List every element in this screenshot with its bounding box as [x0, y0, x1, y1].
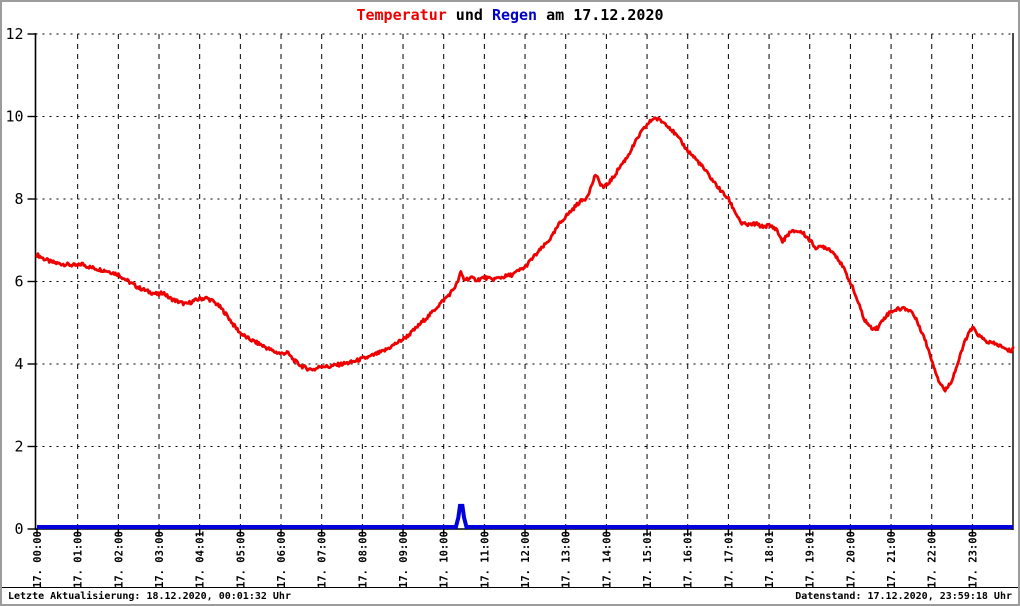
- title-date: am 17.12.2020: [537, 6, 664, 24]
- x-tick-label: 17. 10:00: [439, 531, 451, 588]
- chart-canvas: 0 2 4 6 8 10 12 17. 00:00 17. 01:00 17. 02:00 17. …: [5, 25, 1015, 588]
- x-tick-label: 17. 08:00: [357, 531, 369, 588]
- x-tick-label: 17. 11:00: [479, 531, 491, 588]
- x-tick-label: 17. 19:01: [805, 531, 817, 588]
- y-tick-label: 12: [5, 25, 23, 43]
- footer-bar: Letzte Aktualisierung: 18.12.2020, 00:01…: [2, 587, 1018, 604]
- x-tick-label: 17. 02:00: [113, 531, 125, 588]
- x-tick-label: 17. 00:00: [32, 531, 44, 588]
- x-tick-label: 17. 20:00: [845, 531, 857, 588]
- footer-last-update: Letzte Aktualisierung: 18.12.2020, 00:01…: [8, 591, 291, 602]
- x-tick-label: 17. 16:01: [683, 531, 695, 588]
- y-tick-label: 0: [14, 520, 23, 538]
- x-tick-label: 17. 04:01: [195, 531, 207, 588]
- y-tick-label: 2: [14, 438, 23, 456]
- y-tick-label: 8: [14, 190, 23, 208]
- x-tick-label: 17. 03:00: [154, 531, 166, 588]
- x-tick-label: 17. 01:00: [73, 531, 85, 588]
- y-tick-label: 6: [14, 273, 23, 291]
- x-tick-label: 17. 06:00: [276, 531, 288, 588]
- y-tick-label: 4: [14, 355, 23, 373]
- x-tick-label: 17. 13:00: [561, 531, 573, 588]
- x-tick-label: 17. 23:00: [967, 531, 979, 588]
- rain-line: [37, 503, 1013, 529]
- x-tick-label: 17. 05:00: [235, 531, 247, 588]
- title-regen: Regen: [491, 6, 538, 24]
- x-tick-label: 17. 12:00: [520, 531, 532, 588]
- footer-data-timestamp: Datenstand: 17.12.2020, 23:59:18 Uhr: [795, 591, 1012, 602]
- x-tick-label: 17. 21:00: [886, 531, 898, 588]
- x-tick-label: 17. 15:01: [642, 531, 654, 588]
- title-temperatur: Temperatur: [356, 6, 447, 24]
- x-tick-label: 17. 14:00: [601, 531, 613, 588]
- x-tick-label: 17. 18:01: [764, 531, 776, 588]
- x-tick-label: 17. 17:01: [723, 531, 735, 588]
- y-tick-label: 10: [5, 108, 23, 126]
- x-tick-label: 17. 22:00: [927, 531, 939, 588]
- temperature-line: [35, 116, 1015, 393]
- x-tick-label: 17. 09:00: [398, 531, 410, 588]
- title-und: und: [446, 6, 492, 24]
- chart-title: Temperatur und Regen am 17.12.2020: [2, 6, 1018, 24]
- x-tick-label: 17. 07:00: [317, 531, 329, 588]
